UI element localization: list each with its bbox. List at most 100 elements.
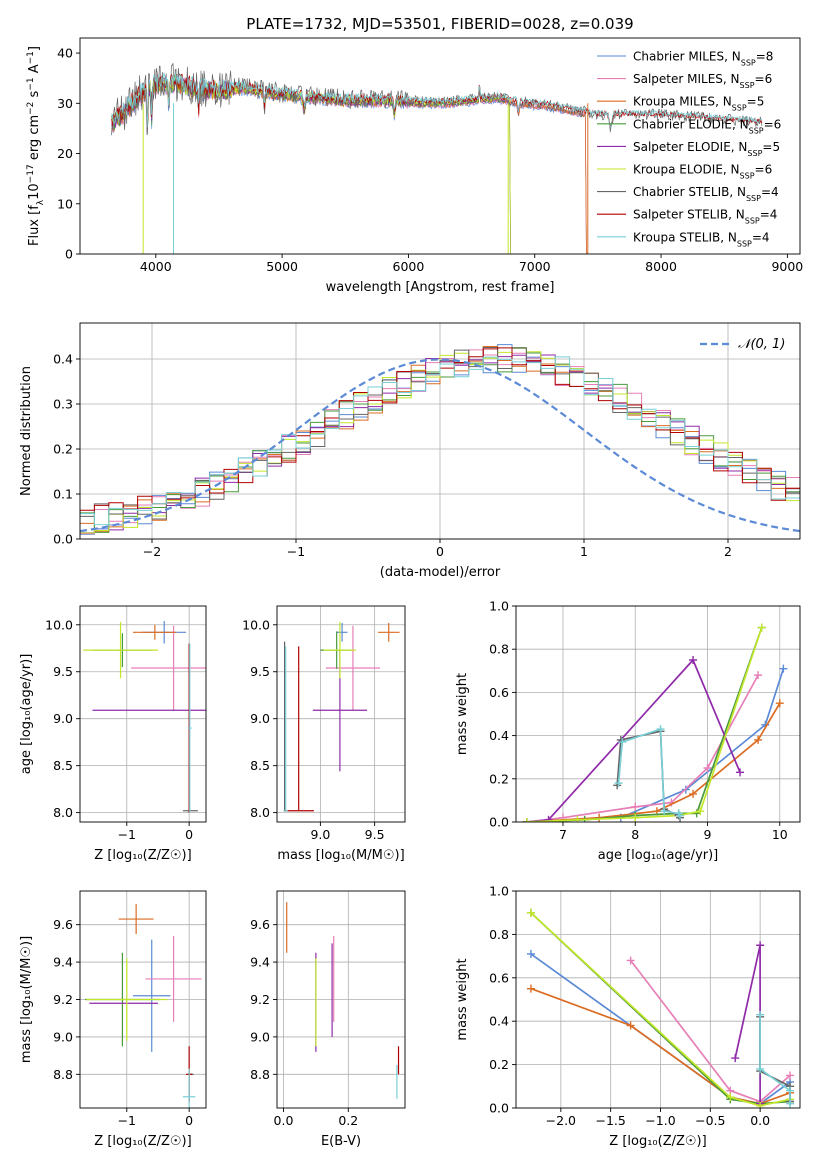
- data-point-marker: [526, 984, 535, 993]
- legend-label: 𝒩(0, 1): [738, 337, 785, 352]
- legend-label: Chabrier ELODIE, NSSP=6: [633, 117, 781, 135]
- x-tick-label: −1: [118, 1113, 136, 1128]
- y-axis-label: mass weight: [455, 673, 470, 755]
- y-tick-label: 8.5: [250, 758, 270, 773]
- normal-curve: [80, 358, 800, 533]
- age-vs-mass-panel: 9.0 9.5 8.0 8.5 9.0 9.5 10.0 mass [log₁₀(M/M☉)]: [242, 605, 406, 863]
- axes-frame: [276, 605, 406, 823]
- y-tick-label: 0.4: [53, 352, 73, 367]
- y-tick-label: 0.4: [489, 1014, 509, 1029]
- x-axis-label: Z [log₁₀(Z/Z☉)]: [94, 1134, 191, 1149]
- y-tick-label: 0.8: [489, 927, 509, 942]
- data-point-marker: [689, 656, 698, 664]
- y-tick-label: 40: [57, 46, 73, 61]
- data-point-marker: [676, 811, 685, 820]
- y-tick-label: 9.5: [53, 664, 73, 679]
- y-tick-label: 10.0: [242, 617, 270, 632]
- y-tick-label: 9.2: [53, 992, 73, 1007]
- x-axis-label: wavelength [Angstrom, rest frame]: [326, 280, 555, 295]
- mass-weight-line: [759, 1014, 791, 1104]
- y-tick-label: 0.1: [53, 487, 73, 502]
- spectrum-line: [111, 73, 763, 129]
- data-point-marker: [626, 956, 635, 965]
- data-point-marker: [618, 738, 627, 747]
- x-tick-label: −0.5: [695, 1113, 725, 1128]
- data-point-marker: [756, 1101, 765, 1108]
- y-axis-label: Flux [fλ10−17 erg cm−2 s−1 A−1]: [26, 46, 46, 246]
- x-axis-label: age [log₁₀(age/yr)]: [598, 848, 719, 863]
- mass-weight-line: [526, 627, 763, 822]
- x-tick-label: 9.0: [310, 827, 330, 842]
- figure-title: PLATE=1732, MJD=53501, FIBERID=0028, z=0…: [246, 15, 633, 33]
- data-point-marker: [614, 779, 623, 788]
- x-tick-label: 0: [185, 1113, 193, 1128]
- x-tick-label: 0.0: [274, 1113, 294, 1128]
- y-tick-label: 0.4: [489, 728, 509, 743]
- mass-weight-vs-age-panel: 7 8 9 10 0.0 0.2 0.4 0.6 0.8 1.0 age [log₁₀(age/yr…: [455, 599, 801, 863]
- mass-weight-vs-metallicity-panel: −2.0 −1.5 −1.0 −0.5 0.0 0.0 0.2 0.4 0.6 0.8 1.0 Z […: [455, 884, 801, 1149]
- y-tick-label: 10.0: [45, 617, 73, 632]
- data-point-marker: [786, 1099, 795, 1108]
- mass-weight-line: [526, 627, 763, 822]
- mass-weight-line: [526, 702, 781, 822]
- y-tick-label: 9.0: [53, 711, 73, 726]
- spectrum-line: [111, 63, 763, 135]
- x-tick-label: −1.5: [595, 1113, 625, 1128]
- data-point-marker: [626, 1021, 635, 1030]
- x-axis-label: (data-model)/error: [380, 565, 501, 580]
- y-tick-label: 8.0: [53, 805, 73, 820]
- y-tick-label: 0.0: [489, 815, 509, 830]
- data-point-marker: [573, 815, 582, 822]
- spectrum-legend: Chabrier MILES, NSSP=8 Salpeter MILES, NS…: [597, 50, 781, 248]
- x-axis-label: Z [log₁₀(Z/Z☉)]: [94, 848, 191, 863]
- x-tick-label: 9.5: [365, 827, 385, 842]
- y-tick-label: 1.0: [489, 599, 509, 614]
- spectrum-line: [111, 76, 587, 254]
- y-tick-label: 9.5: [250, 664, 270, 679]
- x-tick-label: −2.0: [546, 1113, 576, 1128]
- legend-label: Salpeter STELIB, NSSP=4: [633, 208, 777, 226]
- x-tick-label: 6000: [393, 259, 425, 274]
- x-tick-label: 2: [724, 544, 732, 559]
- y-tick-label: 8.0: [250, 805, 270, 820]
- axes-frame: [515, 605, 801, 823]
- x-axis-label: E(B-V): [321, 1134, 361, 1149]
- spectrum-line: [111, 72, 763, 130]
- y-tick-label: 20: [57, 146, 73, 161]
- data-point-marker: [689, 789, 698, 798]
- data-point-marker: [756, 1010, 765, 1019]
- y-tick-label: 0.2: [489, 1057, 509, 1072]
- axes-frame: [79, 605, 207, 823]
- legend-label: Chabrier MILES, NSSP=8: [633, 50, 773, 68]
- y-tick-label: 9.0: [250, 1029, 270, 1044]
- data-point-marker: [696, 807, 705, 816]
- y-tick-label: 0.0: [489, 1101, 509, 1116]
- y-tick-label: 0.2: [53, 442, 73, 457]
- y-tick-label: 9.4: [53, 955, 73, 970]
- legend-label: Kroupa MILES, NSSP=5: [633, 95, 764, 113]
- data-point-marker: [757, 623, 766, 632]
- x-tick-label: 1: [580, 544, 588, 559]
- legend-label: Kroupa STELIB, NSSP=4: [633, 230, 770, 248]
- data-point-marker: [756, 1064, 765, 1073]
- y-tick-label: 9.0: [250, 711, 270, 726]
- y-tick-label: 0.8: [489, 642, 509, 657]
- legend-label: Salpeter MILES, NSSP=6: [633, 72, 772, 90]
- data-point-marker: [754, 671, 763, 680]
- y-tick-label: 8.5: [53, 758, 73, 773]
- data-point-marker: [726, 1093, 735, 1102]
- y-tick-label: 1.0: [489, 884, 509, 899]
- x-tick-label: 0: [185, 827, 193, 842]
- legend-label: Salpeter ELODIE, NSSP=5: [633, 140, 780, 158]
- data-point-marker: [754, 735, 763, 744]
- y-tick-label: 9.6: [250, 917, 270, 932]
- x-tick-label: 9: [704, 827, 712, 842]
- axes-frame: [515, 890, 801, 1109]
- legend-label: Kroupa ELODIE, NSSP=6: [633, 163, 772, 181]
- y-tick-label: 8.8: [250, 1067, 270, 1082]
- data-point-marker: [526, 949, 535, 958]
- y-tick-label: 30: [57, 96, 73, 111]
- y-tick-label: 9.6: [53, 917, 73, 932]
- y-axis-label: Normed distribution: [19, 366, 34, 496]
